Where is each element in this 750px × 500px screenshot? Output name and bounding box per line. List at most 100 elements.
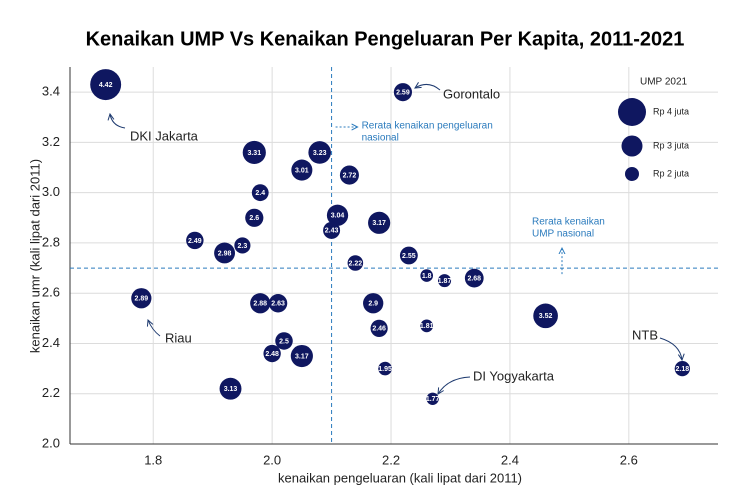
y-tick-label: 2.2 — [42, 385, 60, 400]
bubble — [263, 344, 281, 363]
bubble — [219, 377, 242, 400]
y-tick-label: 2.8 — [42, 234, 60, 249]
bubble-label: 2.6 — [249, 215, 259, 222]
y-tick-label: 3.0 — [42, 184, 60, 199]
legend-label: Rp 2 juta — [653, 168, 689, 178]
legend-bubble — [618, 98, 646, 126]
bubble-label: 2.98 — [218, 250, 232, 257]
bubble — [214, 242, 235, 264]
bubble — [251, 184, 269, 202]
point-label: DKI Jakarta — [130, 128, 199, 143]
callout-arrow — [415, 84, 441, 91]
point-label: DI Yogyakarta — [473, 368, 555, 383]
x-tick-label: 1.8 — [144, 452, 162, 467]
bubble — [368, 211, 391, 234]
bubble-label: 2.9 — [368, 301, 378, 308]
bubble-label: 4.42 — [99, 82, 113, 89]
bubble-label: 2.22 — [349, 260, 363, 267]
reference-label: nasional — [362, 133, 399, 144]
bubble — [370, 319, 388, 337]
bubble — [245, 208, 264, 227]
bubble-label: 2.55 — [402, 253, 416, 260]
bubble — [363, 293, 384, 314]
bubble-label: 2.46 — [372, 326, 386, 333]
bubble — [275, 332, 293, 350]
bubble — [393, 83, 412, 102]
callout-arrow — [148, 320, 161, 337]
bubble-label: 2.43 — [325, 228, 339, 235]
bubble — [674, 360, 690, 377]
x-tick-label: 2.0 — [263, 452, 281, 467]
point-label: Gorontalo — [443, 86, 500, 101]
bubble — [290, 344, 313, 368]
bubble-label: 2.5 — [279, 338, 289, 345]
bubble-label: 2.68 — [467, 275, 481, 282]
bubble-label: 2.49 — [188, 238, 202, 245]
y-axis-label: kenaikan umr (kali lipat dari 2011) — [27, 159, 42, 353]
bubble-label: 3.01 — [295, 167, 309, 174]
legend-label: Rp 3 juta — [653, 140, 689, 150]
x-axis-label: kenaikan pengeluaran (kali lipat dari 20… — [278, 470, 522, 485]
bubble-label: 3.31 — [247, 150, 261, 157]
y-tick-label: 3.2 — [42, 134, 60, 149]
bubble — [464, 268, 484, 288]
reference-label: Rerata kenaikan — [532, 217, 605, 228]
x-tick-label: 2.2 — [382, 452, 400, 467]
bubble — [378, 361, 392, 376]
bubble — [291, 159, 313, 181]
bubble-label: 2.3 — [238, 243, 248, 250]
bubble — [426, 392, 439, 405]
point-label: NTB — [632, 327, 658, 342]
x-tick-label: 2.6 — [620, 452, 638, 467]
bubble-label: 2.4 — [255, 190, 265, 197]
bubble-label: 1.81 — [420, 323, 434, 330]
x-tick-label: 2.4 — [501, 452, 519, 467]
bubble — [326, 204, 349, 226]
legend-bubble — [625, 167, 639, 181]
callout-arrow — [659, 337, 682, 360]
bubble-label: 1.95 — [378, 366, 392, 373]
legend-label: Rp 4 juta — [653, 106, 689, 116]
bubble-label: 2.63 — [271, 301, 285, 308]
bubble — [131, 288, 152, 309]
chart-title: Kenaikan UMP Vs Kenaikan Pengeluaran Per… — [86, 28, 685, 50]
bubble-label: 2.88 — [253, 301, 267, 308]
bubble — [339, 165, 359, 185]
y-tick-label: 3.4 — [42, 84, 60, 99]
bubble — [234, 237, 251, 254]
bubble — [533, 303, 558, 329]
bubble-label: 3.23 — [313, 150, 327, 157]
callout-arrow — [110, 114, 126, 129]
bubble — [186, 231, 204, 250]
bubble — [437, 274, 452, 288]
legend-title: UMP 2021 — [640, 77, 688, 88]
bubble-label: 3.17 — [372, 220, 386, 227]
bubble — [242, 140, 266, 165]
bubble-label: 2.48 — [265, 351, 279, 358]
bubble — [323, 221, 341, 239]
y-tick-label: 2.6 — [42, 285, 60, 300]
y-tick-label: 2.0 — [42, 435, 60, 450]
bubble-label: 1.8 — [422, 273, 432, 280]
bubble-label: 3.52 — [539, 313, 553, 320]
bubble — [90, 69, 122, 101]
reference-label: Rerata kenaikan pengeluaran — [362, 121, 493, 132]
bubble-label: 2.59 — [396, 89, 410, 96]
bubble-label: 2.18 — [676, 366, 690, 373]
bubble-label: 2.89 — [135, 296, 149, 303]
bubble — [268, 294, 288, 313]
point-label: Riau — [165, 330, 192, 345]
bubble — [420, 319, 434, 333]
bubble-label: 3.17 — [295, 353, 309, 360]
bubble — [250, 293, 271, 314]
bubble — [399, 246, 418, 265]
callout-arrow — [438, 376, 471, 394]
bubble-label: 1.77 — [426, 396, 440, 403]
reference-label: UMP nasional — [532, 229, 594, 240]
bubble-label: 1.87 — [438, 278, 452, 285]
bubble — [308, 141, 331, 164]
bubble — [420, 269, 433, 282]
bubble-label: 2.72 — [343, 172, 357, 179]
bubble-label: 3.13 — [224, 386, 238, 393]
